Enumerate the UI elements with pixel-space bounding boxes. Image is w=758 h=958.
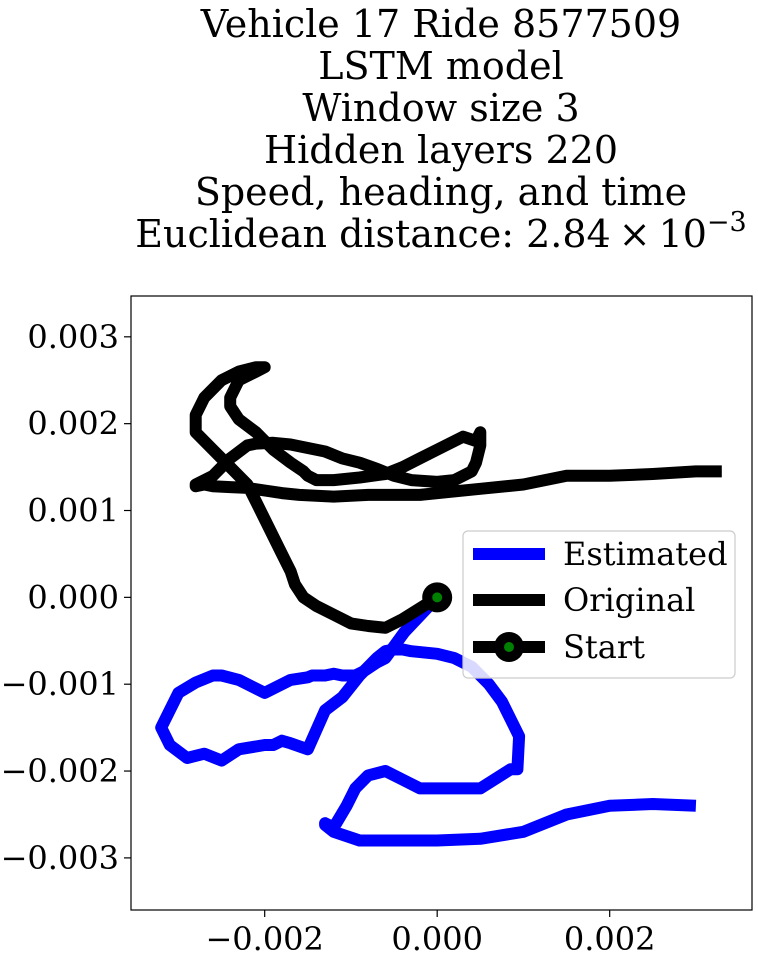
- series-estimated-line: [155, 593, 697, 847]
- y-tick-label-5: −0.002: [1, 752, 119, 790]
- y-tick-label-0: 0.003: [27, 318, 119, 356]
- title-distance-base: 10: [659, 212, 707, 256]
- y-tick-label-6: −0.003: [1, 839, 119, 877]
- y-axis: 0.003 0.002 0.001 0.000 −0.001 −0.002 −0.003: [1, 318, 131, 877]
- y-tick-label-2: 0.001: [27, 492, 119, 530]
- title-line-6: Euclidean distance: 2.84 × 10−3: [135, 207, 746, 256]
- x-axis: −0.002 0.000 0.002: [205, 910, 655, 958]
- y-tick-label-4: −0.001: [1, 665, 119, 703]
- start-marker-inner: [432, 592, 443, 603]
- legend-start-label: Start: [563, 628, 645, 666]
- title-distance-times: ×: [619, 212, 651, 256]
- chart-title: Vehicle 17 Ride 8577509 LSTM model Windo…: [135, 2, 746, 256]
- x-tick-label-0: −0.002: [205, 920, 323, 958]
- start-marker-layer: [422, 582, 453, 613]
- plot-area: [155, 361, 722, 847]
- series-original-line: [189, 361, 722, 634]
- title-line-3: Window size 3: [302, 86, 579, 130]
- title-distance-exponent: −3: [707, 207, 747, 238]
- y-tick-label-1: 0.002: [27, 405, 119, 443]
- x-tick-label-2: 0.002: [564, 920, 656, 958]
- plot-frame: [130, 295, 753, 911]
- legend-original-label: Original: [563, 581, 695, 619]
- legend-start-marker-inner: [504, 642, 514, 652]
- x-tick-label-1: 0.000: [391, 920, 483, 958]
- title-line-1: Vehicle 17 Ride 8577509: [200, 2, 681, 46]
- y-tick-label-3: 0.000: [27, 578, 119, 616]
- legend-estimated-label: Estimated: [563, 535, 728, 573]
- legend: Estimated Original Start: [462, 530, 736, 679]
- title-line-2: LSTM model: [318, 44, 563, 88]
- title-line-5: Speed, heading, and time: [195, 170, 687, 214]
- title-line-4: Hidden layers 220: [264, 128, 618, 172]
- title-distance-prefix: Euclidean distance: 2.84: [135, 212, 610, 256]
